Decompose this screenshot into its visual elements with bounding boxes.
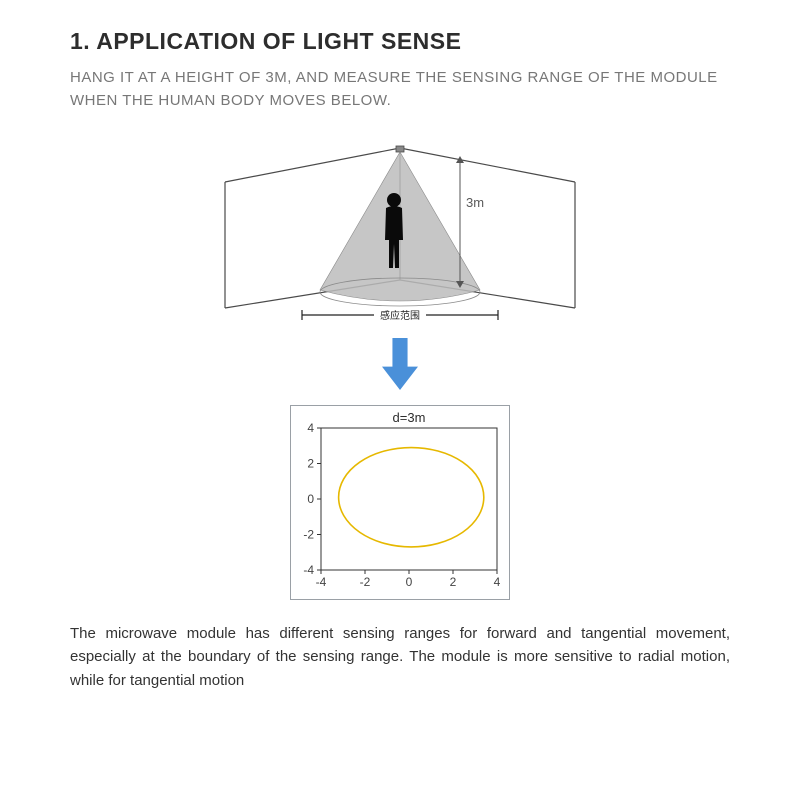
range-chart-svg: d=3m -4 -2 0 2 4 -4 -2 0 2 4 <box>293 410 503 590</box>
svg-text:0: 0 <box>406 575 413 589</box>
page-title: 1. APPLICATION OF LIGHT SENSE <box>70 28 730 55</box>
svg-text:-2: -2 <box>360 575 371 589</box>
svg-text:2: 2 <box>307 457 314 471</box>
chart-frame: d=3m -4 -2 0 2 4 -4 -2 0 2 4 <box>290 405 510 600</box>
down-arrow <box>70 338 730 395</box>
down-arrow-icon <box>382 338 418 390</box>
page-root: 1. APPLICATION OF LIGHT SENSE HANG IT AT… <box>0 0 800 800</box>
room-diagram: 3m 感应范围 <box>70 130 730 330</box>
svg-text:2: 2 <box>450 575 457 589</box>
footer-paragraph: The microwave module has different sensi… <box>70 622 730 692</box>
svg-text:4: 4 <box>494 575 501 589</box>
svg-text:d=3m: d=3m <box>393 410 426 425</box>
svg-text:-2: -2 <box>303 528 314 542</box>
svg-text:-4: -4 <box>303 563 314 577</box>
page-subtitle: HANG IT AT A HEIGHT OF 3M, AND MEASURE T… <box>70 67 730 112</box>
svg-text:3m: 3m <box>466 195 484 210</box>
svg-text:0: 0 <box>307 492 314 506</box>
svg-text:感应范围: 感应范围 <box>380 309 420 322</box>
svg-text:4: 4 <box>307 421 314 435</box>
room-diagram-svg: 3m 感应范围 <box>210 130 590 330</box>
range-chart: d=3m -4 -2 0 2 4 -4 -2 0 2 4 <box>70 405 730 600</box>
svg-text:-4: -4 <box>316 575 327 589</box>
